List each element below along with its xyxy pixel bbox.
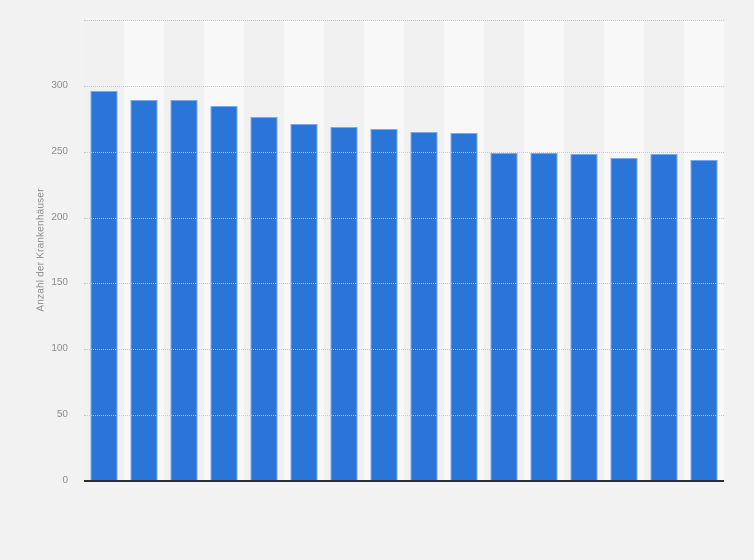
chart-column-stripe — [404, 20, 444, 481]
chart-column-stripe — [284, 20, 324, 481]
bar[interactable] — [610, 158, 638, 481]
chart-column-stripe — [124, 20, 164, 481]
bar[interactable] — [410, 131, 438, 481]
y-tick-label: 100 — [51, 343, 68, 355]
bar-slots — [84, 20, 724, 481]
plot-area — [84, 20, 724, 482]
chart-column-stripe — [524, 20, 564, 481]
chart-column-stripe — [444, 20, 484, 481]
bar[interactable] — [130, 100, 158, 481]
y-tick-label: 200 — [51, 211, 68, 223]
chart-column-stripe — [564, 20, 604, 481]
bar[interactable] — [530, 153, 558, 481]
chart-column-stripe — [324, 20, 364, 481]
chart-column-stripe — [604, 20, 644, 481]
bar[interactable] — [570, 154, 598, 481]
bar[interactable] — [290, 124, 318, 481]
bar[interactable] — [690, 159, 718, 481]
y-tick-label: 300 — [51, 79, 68, 91]
bar[interactable] — [450, 133, 478, 481]
bar[interactable] — [370, 129, 398, 481]
chart-column-stripe — [644, 20, 684, 481]
chart-column-stripe — [204, 20, 244, 481]
bar[interactable] — [330, 126, 358, 481]
y-tick-label: 150 — [51, 277, 68, 289]
bar[interactable] — [170, 100, 198, 481]
bar[interactable] — [210, 105, 238, 481]
bar[interactable] — [90, 91, 118, 481]
bar[interactable] — [490, 153, 518, 481]
x-axis-line — [84, 480, 724, 482]
bar[interactable] — [650, 154, 678, 481]
chart-column-stripe — [164, 20, 204, 481]
chart-column-stripe — [364, 20, 404, 481]
y-axis-title: Anzahl der Krankenhäuser — [35, 188, 47, 312]
chart-column-stripe — [684, 20, 724, 481]
y-tick-label: 0 — [62, 475, 68, 486]
y-tick-label: 50 — [56, 409, 68, 421]
y-tick-label: 250 — [51, 145, 68, 157]
chart-column-stripe — [244, 20, 284, 481]
chart-column-stripe — [484, 20, 524, 481]
chart-column-stripe — [84, 20, 124, 481]
bar[interactable] — [250, 117, 278, 481]
